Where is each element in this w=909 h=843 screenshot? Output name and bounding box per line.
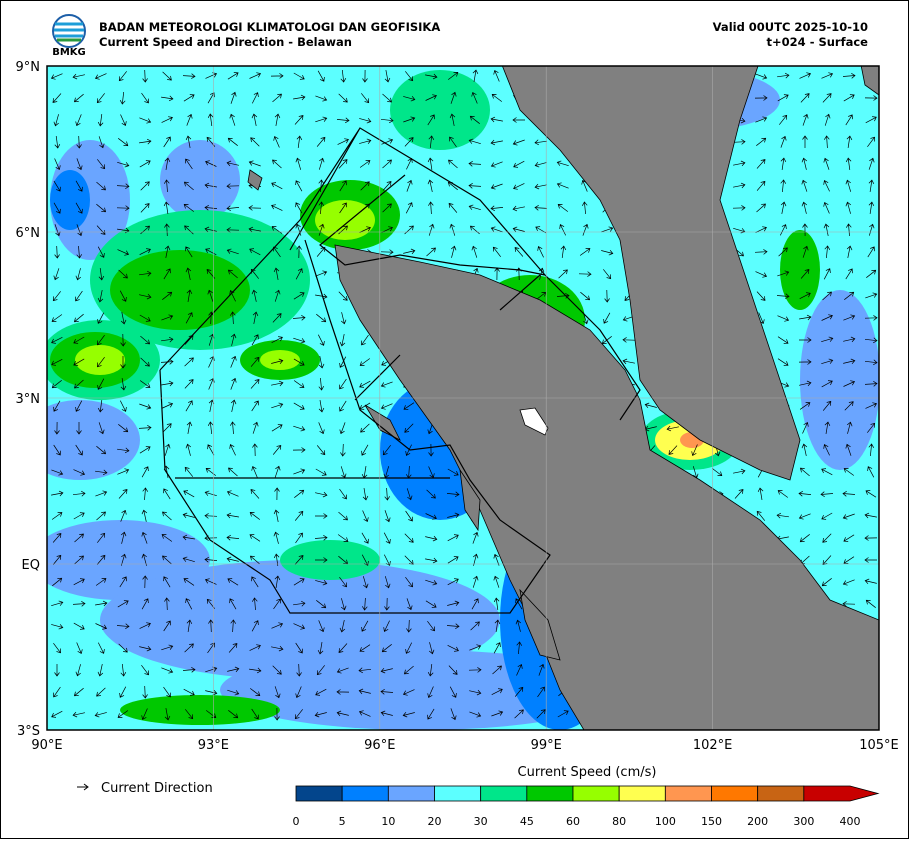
colorbar-label: 20 bbox=[428, 815, 442, 828]
colorbar-label: 400 bbox=[840, 815, 861, 828]
colorbar-swatch bbox=[572, 785, 620, 802]
lat-label: 3°N bbox=[16, 392, 41, 407]
colorbar-label: 30 bbox=[474, 815, 488, 828]
lon-label: 102°E bbox=[693, 738, 733, 753]
forecast-step: t+024 - Surface bbox=[767, 35, 869, 49]
lat-label: 6°N bbox=[16, 226, 41, 241]
colorbar-label: 150 bbox=[701, 815, 722, 828]
colorbar-swatch bbox=[295, 785, 343, 802]
land bbox=[247, 66, 879, 730]
colorbar-label: 0 bbox=[293, 815, 300, 828]
colorbar-swatch bbox=[480, 785, 528, 802]
colorbar-label: 300 bbox=[793, 815, 814, 828]
colorbar-label: 45 bbox=[520, 815, 534, 828]
legend-label: Current Direction bbox=[101, 781, 213, 796]
colorbar-swatch bbox=[664, 785, 712, 802]
colorbar-swatch bbox=[757, 785, 805, 802]
colorbar-label: 10 bbox=[381, 815, 395, 828]
lat-label: EQ bbox=[22, 558, 40, 573]
graticule bbox=[47, 66, 879, 730]
colorbar-swatch bbox=[618, 785, 666, 802]
lon-label: 99°E bbox=[531, 738, 562, 753]
lat-label: 3°S bbox=[17, 724, 40, 739]
colorbar-label: 60 bbox=[566, 815, 580, 828]
colorbar-label: 5 bbox=[339, 815, 346, 828]
lon-label: 96°E bbox=[364, 738, 395, 753]
colorbar-title: Current Speed (cm/s) bbox=[518, 765, 657, 780]
lon-label: 90°E bbox=[31, 738, 62, 753]
subtitle: Current Speed and Direction - Belawan bbox=[99, 35, 352, 49]
colorbar-swatch bbox=[803, 785, 880, 802]
direction-legend: Current Direction bbox=[77, 781, 213, 796]
map bbox=[47, 66, 879, 730]
colorbar-swatch bbox=[434, 785, 482, 802]
colorbar-swatch bbox=[387, 785, 435, 802]
lat-label: 9°N bbox=[16, 60, 41, 75]
colorbar-label: 80 bbox=[612, 815, 626, 828]
lon-label: 105°E bbox=[859, 738, 899, 753]
valid-time: Valid 00UTC 2025-10-10 bbox=[713, 20, 868, 34]
logo: BMKG bbox=[52, 14, 86, 58]
logo-text: BMKG bbox=[52, 47, 86, 58]
region-boundaries bbox=[159, 127, 641, 614]
colorbar-label: 200 bbox=[747, 815, 768, 828]
colorbar-swatch bbox=[341, 785, 389, 802]
legend-arrow bbox=[77, 783, 89, 791]
colorbar-label: 100 bbox=[655, 815, 676, 828]
lon-label: 93°E bbox=[198, 738, 229, 753]
colorbar: 0 5 10 20 30 45 60 80 100 150 200 300 400 bbox=[293, 785, 880, 828]
map-border bbox=[46, 65, 880, 731]
colorbar-swatch bbox=[711, 785, 759, 802]
agency: BADAN METEOROLOGI KLIMATOLOGI DAN GEOFIS… bbox=[99, 20, 440, 34]
colorbar-swatch bbox=[526, 785, 574, 802]
